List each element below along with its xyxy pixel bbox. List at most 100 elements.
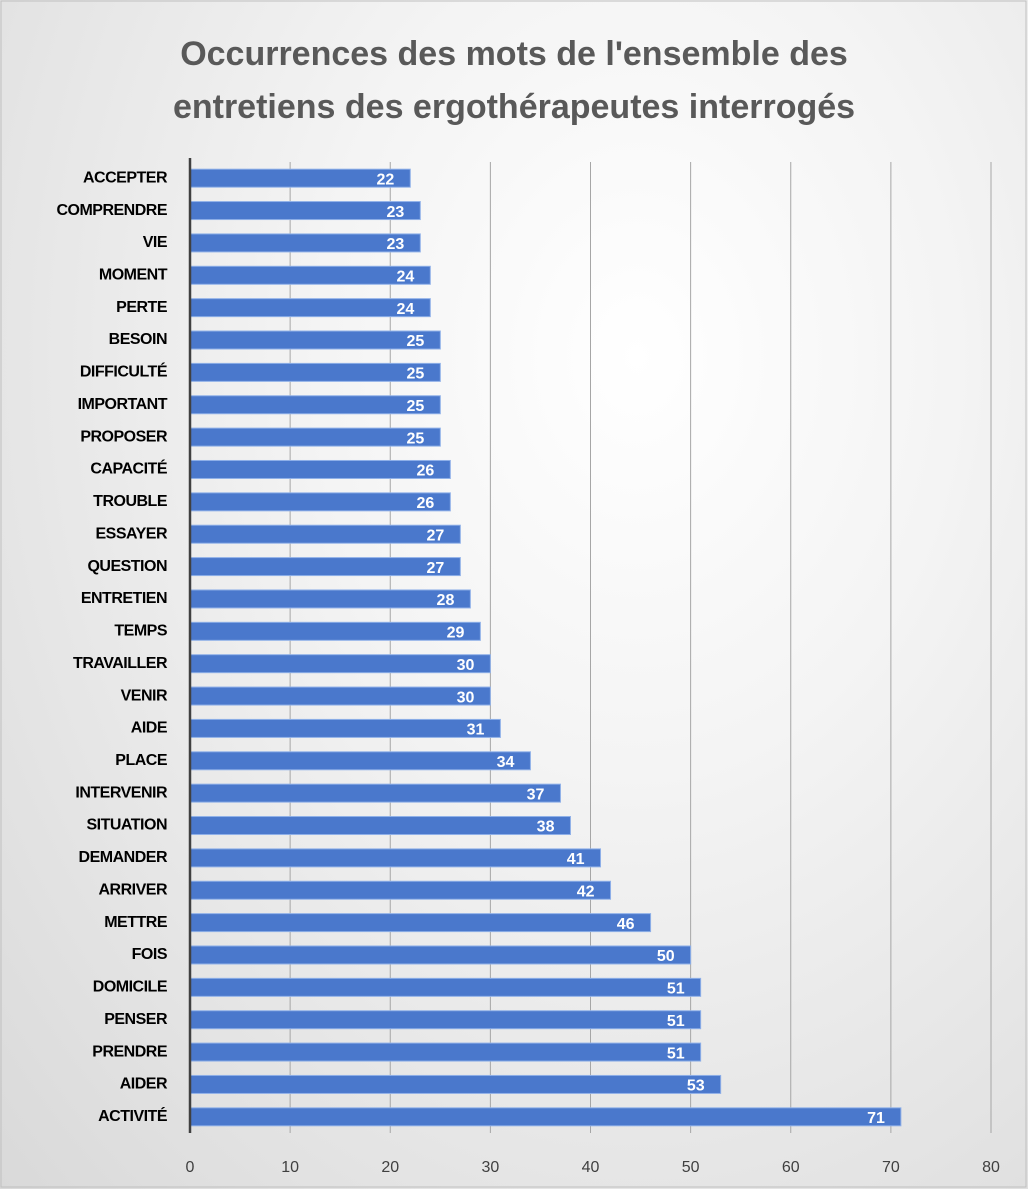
bar — [189, 783, 561, 803]
y-tick-label: BESOIN — [109, 331, 167, 348]
data-label: 25 — [407, 430, 425, 447]
bar — [189, 524, 461, 544]
y-tick-label: SITUATION — [86, 817, 167, 834]
data-label: 50 — [657, 948, 675, 965]
bar — [189, 1107, 902, 1127]
bar — [189, 265, 431, 285]
data-label: 25 — [407, 333, 425, 350]
x-tick-label: 70 — [882, 1159, 900, 1176]
bar — [189, 686, 491, 706]
data-label: 24 — [397, 269, 415, 286]
bar — [189, 362, 441, 382]
y-tick-label: PLACE — [115, 752, 168, 769]
data-label: 37 — [527, 786, 545, 803]
x-tick-label: 30 — [481, 1159, 499, 1176]
data-label: 51 — [667, 981, 685, 998]
bar — [189, 589, 471, 609]
bar — [189, 718, 501, 738]
y-tick-label: DEMANDER — [79, 849, 168, 866]
bar — [189, 977, 702, 997]
y-tick-label: METTRE — [104, 914, 168, 931]
y-tick-label: ARRIVER — [98, 881, 167, 898]
x-tick-label: 50 — [682, 1159, 700, 1176]
y-tick-label: PRENDRE — [92, 1043, 168, 1060]
data-label: 71 — [867, 1110, 885, 1127]
data-label: 30 — [457, 689, 475, 706]
y-tick-label: TROUBLE — [93, 493, 168, 510]
bar — [189, 913, 652, 933]
x-tick-label: 10 — [281, 1159, 299, 1176]
bar — [189, 1010, 702, 1030]
y-tick-label: ENTRETIEN — [81, 590, 167, 607]
y-tick-label: AIDE — [131, 720, 168, 737]
data-label: 34 — [497, 754, 515, 771]
y-tick-label: VIE — [143, 234, 168, 251]
bar — [189, 880, 612, 900]
x-tick-label: 20 — [381, 1159, 399, 1176]
data-label: 29 — [447, 625, 465, 642]
y-tick-label: CAPACITÉ — [90, 459, 167, 478]
y-tick-label: VENIR — [121, 687, 168, 704]
bar — [189, 492, 451, 512]
bar — [189, 816, 571, 836]
bar — [189, 1074, 722, 1094]
data-label: 22 — [376, 171, 394, 188]
data-label: 25 — [407, 366, 425, 383]
bar — [189, 298, 431, 318]
data-label: 31 — [467, 722, 485, 739]
data-label: 38 — [537, 819, 555, 836]
y-tick-label: MOMENT — [99, 267, 168, 284]
bar — [189, 395, 441, 415]
y-tick-label: AIDER — [120, 1076, 168, 1093]
y-tick-label: PENSER — [104, 1011, 168, 1028]
y-tick-label: COMPRENDRE — [56, 202, 167, 219]
y-tick-label: ACTIVITÉ — [98, 1106, 168, 1125]
data-label: 51 — [667, 1013, 685, 1030]
data-label: 25 — [407, 398, 425, 415]
x-tick-label: 60 — [782, 1159, 800, 1176]
chart-title: Occurrences des mots de l'ensemble des e… — [172, 35, 856, 126]
bar — [189, 621, 481, 641]
bar — [189, 427, 441, 447]
bar — [189, 1042, 702, 1062]
bar — [189, 751, 531, 771]
y-tick-label: ESSAYER — [96, 525, 168, 542]
x-tick-label: 80 — [982, 1159, 1000, 1176]
bar — [189, 848, 602, 868]
data-label: 51 — [667, 1045, 685, 1062]
data-label: 46 — [617, 916, 635, 933]
y-tick-label: IMPORTANT — [78, 396, 168, 413]
x-tick-label: 40 — [582, 1159, 600, 1176]
data-label: 27 — [427, 527, 445, 544]
data-label: 28 — [437, 592, 455, 609]
y-tick-label: PROPOSER — [80, 428, 168, 445]
bar — [189, 330, 441, 350]
bar — [189, 654, 491, 674]
y-tick-label: PERTE — [116, 299, 168, 316]
data-label: 23 — [386, 204, 404, 221]
y-tick-label: DIFFICULTÉ — [80, 362, 168, 381]
y-tick-label: ACCEPTER — [83, 169, 168, 186]
data-label: 26 — [417, 495, 435, 512]
data-label: 41 — [567, 851, 585, 868]
y-tick-label: TEMPS — [114, 623, 167, 640]
y-tick-label: TRAVAILLER — [73, 655, 168, 672]
bar — [189, 557, 461, 577]
bar — [189, 459, 451, 479]
data-label: 23 — [386, 236, 404, 253]
y-tick-label: QUESTION — [87, 558, 167, 575]
data-label: 53 — [687, 1078, 705, 1095]
y-tick-label: FOIS — [132, 946, 168, 963]
data-label: 30 — [457, 657, 475, 674]
data-label: 27 — [427, 560, 445, 577]
x-tick-label: 0 — [186, 1159, 195, 1176]
data-label: 26 — [417, 463, 435, 480]
data-label: 42 — [577, 883, 595, 900]
y-tick-label: DOMICILE — [93, 979, 168, 996]
y-tick-label: INTERVENIR — [75, 784, 168, 801]
data-label: 24 — [397, 301, 415, 318]
bar — [189, 945, 692, 965]
